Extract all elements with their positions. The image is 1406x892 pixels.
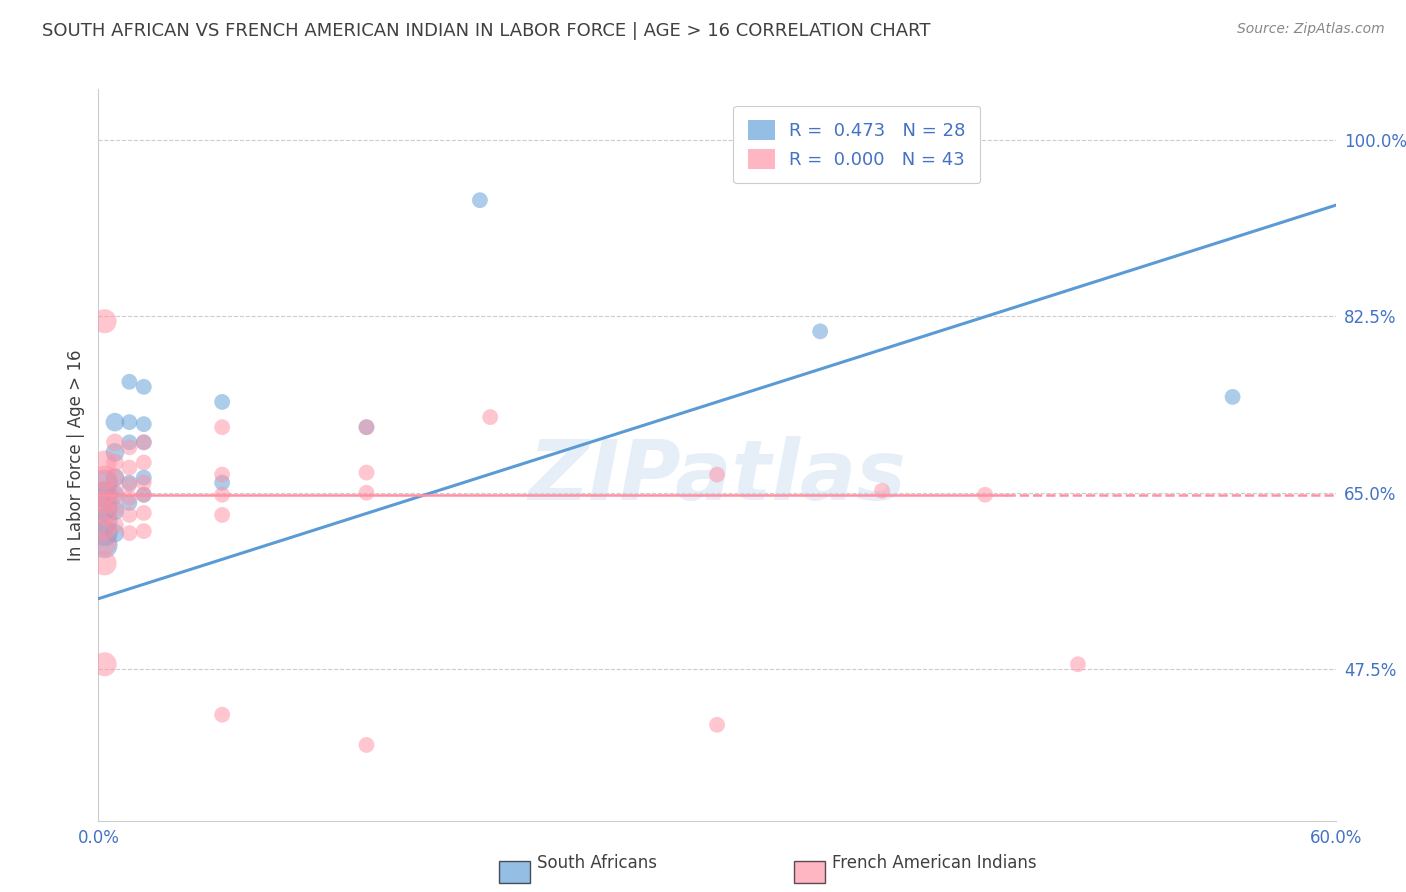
Point <box>104 455 127 469</box>
Point <box>132 380 155 394</box>
Point <box>211 395 233 409</box>
Point <box>93 521 115 535</box>
Point <box>93 475 115 490</box>
Text: South Africans: South Africans <box>537 855 657 872</box>
Point <box>132 470 155 484</box>
Point <box>104 485 127 500</box>
Text: Source: ZipAtlas.com: Source: ZipAtlas.com <box>1237 22 1385 37</box>
Point <box>356 420 378 434</box>
Point <box>808 324 831 338</box>
Legend: R =  0.473   N = 28, R =  0.000   N = 43: R = 0.473 N = 28, R = 0.000 N = 43 <box>734 105 980 183</box>
Point <box>211 707 233 722</box>
Point <box>93 485 115 500</box>
Point <box>211 475 233 490</box>
Point <box>104 518 127 533</box>
Point <box>104 470 127 484</box>
Point <box>104 445 127 459</box>
Point <box>211 508 233 522</box>
Point <box>479 410 502 425</box>
Point <box>132 488 155 502</box>
Point <box>93 500 115 515</box>
Point <box>356 485 378 500</box>
Point <box>132 475 155 490</box>
Point <box>104 526 127 541</box>
Point <box>211 467 233 482</box>
Point <box>118 477 141 491</box>
Point <box>118 415 141 429</box>
Point <box>118 460 141 475</box>
Point <box>356 466 378 480</box>
Point <box>104 504 127 518</box>
Point <box>93 557 115 571</box>
Text: SOUTH AFRICAN VS FRENCH AMERICAN INDIAN IN LABOR FORCE | AGE > 16 CORRELATION CH: SOUTH AFRICAN VS FRENCH AMERICAN INDIAN … <box>42 22 931 40</box>
Point <box>1067 657 1090 672</box>
Point <box>93 536 115 550</box>
Point <box>118 375 141 389</box>
Point <box>93 514 115 528</box>
Point <box>93 488 115 502</box>
Point <box>132 524 155 538</box>
Point <box>93 526 115 541</box>
Point <box>132 455 155 469</box>
Point <box>93 470 115 484</box>
Point <box>118 491 141 505</box>
Point <box>104 488 127 502</box>
Point <box>118 508 141 522</box>
Point <box>211 420 233 434</box>
Point <box>104 470 127 484</box>
Point <box>706 467 728 482</box>
Point <box>104 415 127 429</box>
Point <box>1222 390 1244 404</box>
Y-axis label: In Labor Force | Age > 16: In Labor Force | Age > 16 <box>66 349 84 561</box>
Point <box>974 488 997 502</box>
Point <box>118 441 141 455</box>
Point <box>706 718 728 732</box>
Point <box>118 496 141 510</box>
Point <box>132 417 155 432</box>
Point <box>93 506 115 520</box>
Point <box>468 193 491 207</box>
Point <box>132 488 155 502</box>
Point <box>104 500 127 515</box>
Point <box>118 435 141 450</box>
Point <box>132 435 155 450</box>
Point <box>870 483 893 498</box>
Point <box>132 506 155 520</box>
Point <box>356 738 378 752</box>
Point <box>118 526 141 541</box>
Text: French American Indians: French American Indians <box>832 855 1038 872</box>
Point <box>118 475 141 490</box>
Point <box>93 314 115 328</box>
Point <box>132 435 155 450</box>
Point <box>93 657 115 672</box>
Point <box>93 538 115 552</box>
Point <box>356 420 378 434</box>
Point <box>93 455 115 469</box>
Text: ZIPatlas: ZIPatlas <box>529 436 905 517</box>
Point <box>93 496 115 510</box>
Point <box>211 488 233 502</box>
Point <box>104 435 127 450</box>
